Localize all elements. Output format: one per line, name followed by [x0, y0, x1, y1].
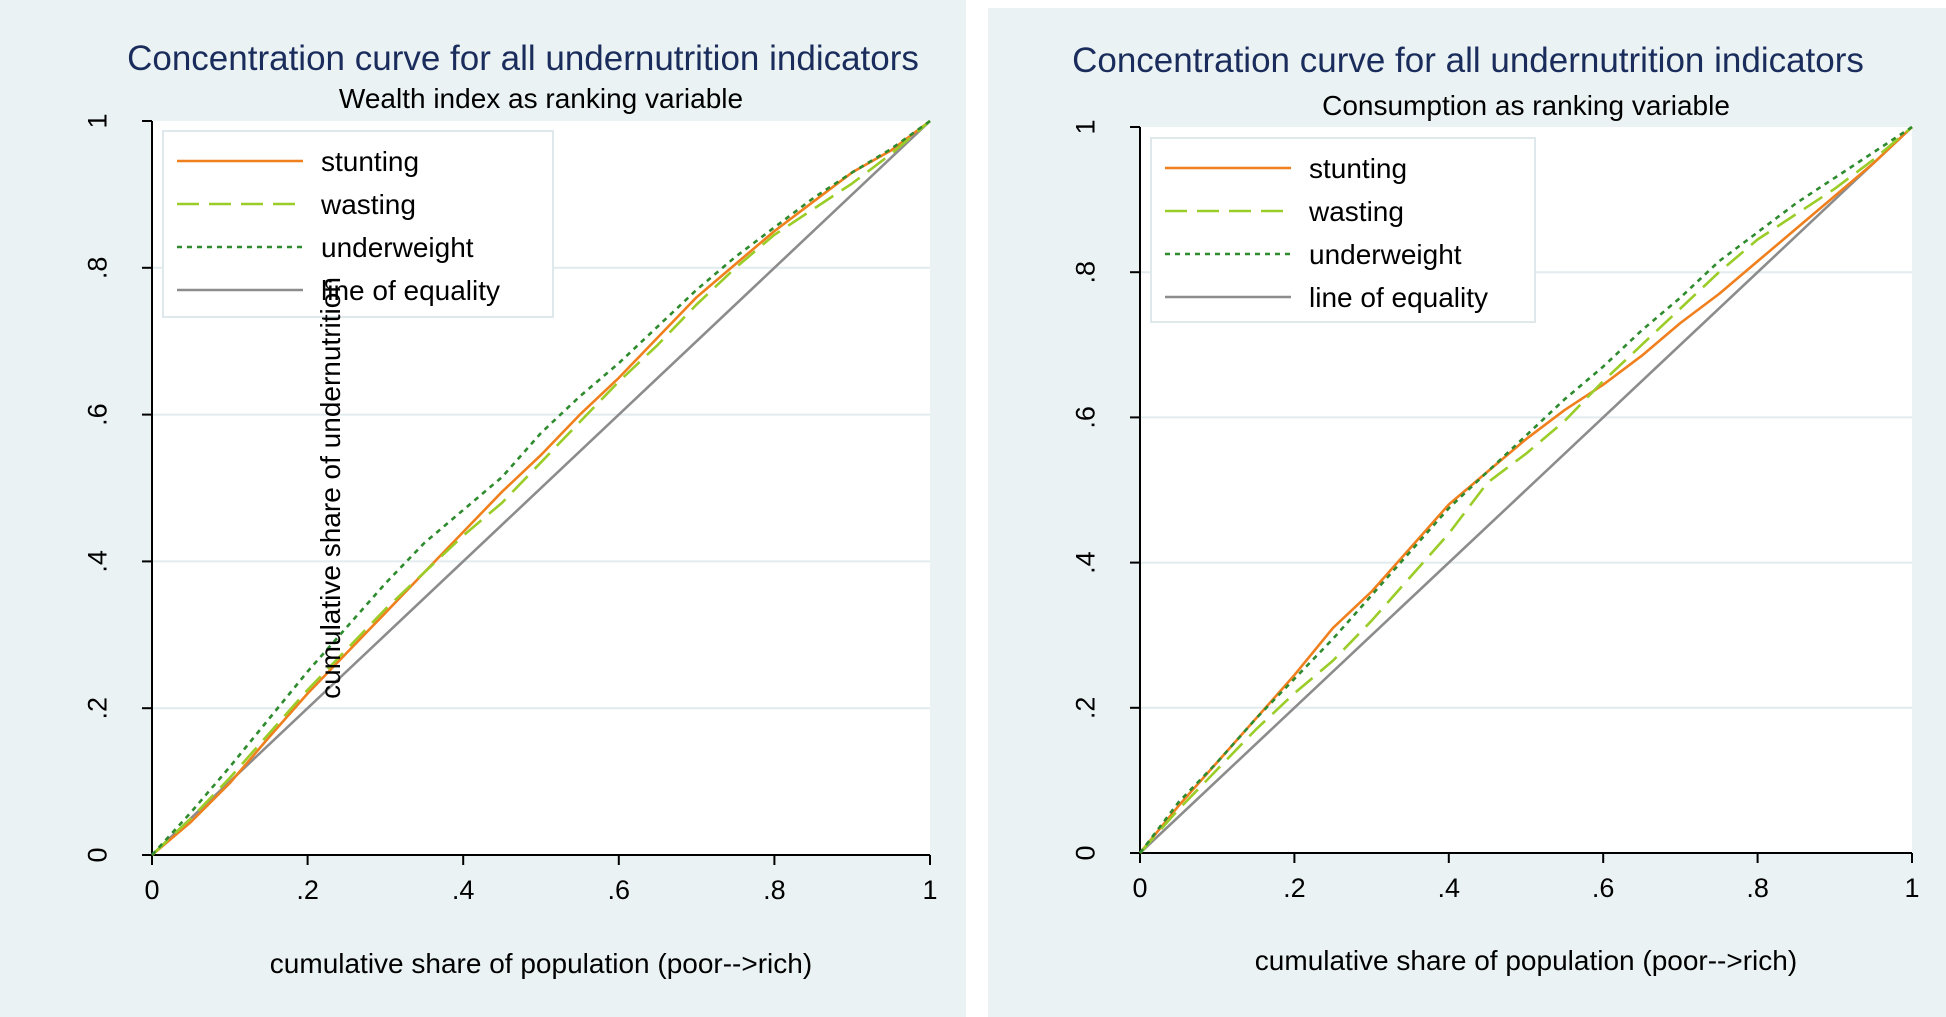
chart-title: Concentration curve for all undernutriti… [1072, 41, 1864, 80]
y-tick-label: 1 [82, 113, 112, 128]
series-line-line-of-equality [1139, 126, 1913, 854]
y-tick-label: .6 [1070, 406, 1100, 429]
legend-label: wasting [1308, 196, 1404, 227]
x-tick-label: 1 [922, 875, 937, 905]
y-tick-label: .8 [1070, 261, 1100, 284]
x-tick-label: .2 [1283, 873, 1306, 903]
chart-title: Concentration curve for all undernutriti… [127, 39, 919, 78]
y-tick-label: 1 [1070, 119, 1100, 134]
x-axis-title: cumulative share of population (poor-->r… [1255, 945, 1797, 976]
y-tick-label: .2 [82, 697, 112, 720]
x-tick-label: .8 [1746, 873, 1769, 903]
series-line-wasting [151, 120, 931, 856]
x-tick-label: .6 [608, 875, 631, 905]
series-line-stunting [151, 119, 931, 856]
y-tick-label: 0 [1070, 845, 1100, 860]
x-tick-label: .8 [763, 875, 786, 905]
series-line-stunting [1138, 126, 1913, 854]
legend-label: underweight [1309, 239, 1462, 270]
chart-1: Concentration curve for all undernutriti… [1070, 41, 1919, 976]
legend-label: line of equality [321, 275, 500, 306]
x-tick-label: 0 [144, 875, 159, 905]
y-tick-label: .2 [1070, 697, 1100, 720]
legend-label: stunting [1309, 153, 1407, 184]
legend-label: line of equality [1309, 282, 1488, 313]
y-tick-label: .4 [82, 550, 112, 573]
legend-label: wasting [320, 189, 416, 220]
y-tick-label: .4 [1070, 551, 1100, 574]
x-tick-label: .4 [1438, 873, 1461, 903]
x-tick-label: .6 [1592, 873, 1615, 903]
x-tick-label: 1 [1904, 873, 1919, 903]
y-tick-label: 0 [82, 847, 112, 862]
y-axis-title: cumulative share of undernutrition [315, 277, 346, 699]
y-tick-label: .6 [82, 403, 112, 426]
x-tick-label: .4 [452, 875, 475, 905]
x-axis-title: cumulative share of population (poor-->r… [270, 948, 812, 979]
chart-subtitle: Wealth index as ranking variable [339, 83, 743, 114]
x-tick-label: .2 [296, 875, 319, 905]
y-tick-label: .8 [82, 257, 112, 280]
chart-subtitle: Consumption as ranking variable [1322, 90, 1730, 121]
series-line-wasting [1139, 126, 1913, 854]
series-line-line-of-equality [151, 120, 931, 856]
chart-0: Concentration curve for all undernutriti… [82, 39, 937, 979]
x-tick-label: 0 [1132, 873, 1147, 903]
legend-label: underweight [321, 232, 474, 263]
legend-label: stunting [321, 146, 419, 177]
